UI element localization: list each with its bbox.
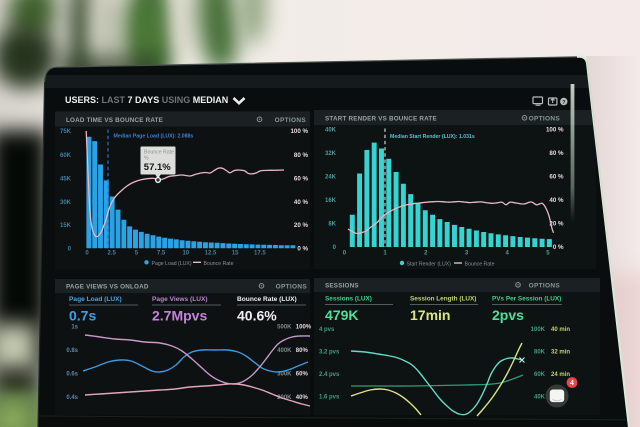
svg-text:%: % bbox=[144, 156, 149, 162]
svg-text:80 %: 80 % bbox=[294, 152, 309, 159]
svg-text:Page Load (LUX): Page Load (LUX) bbox=[69, 296, 122, 303]
svg-text:20 %: 20 % bbox=[294, 222, 309, 229]
svg-text:Sessions (LUX): Sessions (LUX) bbox=[325, 296, 372, 303]
svg-text:17min: 17min bbox=[410, 307, 450, 323]
svg-text:60 %: 60 % bbox=[549, 174, 564, 181]
svg-text:400K: 400K bbox=[277, 348, 292, 354]
svg-text:500K: 500K bbox=[277, 325, 292, 331]
svg-text:40 min: 40 min bbox=[551, 327, 570, 333]
svg-text:60%: 60% bbox=[296, 372, 309, 378]
svg-text:100 %: 100 % bbox=[546, 127, 564, 134]
svg-text:USERS: LAST 7 DAYS USING MEDIA: USERS: LAST 7 DAYS USING MEDIAN bbox=[65, 95, 228, 105]
svg-text:4: 4 bbox=[570, 380, 574, 387]
svg-text:2.4 pvs: 2.4 pvs bbox=[319, 372, 340, 378]
svg-text:12.5: 12.5 bbox=[205, 251, 217, 257]
svg-text:7.5: 7.5 bbox=[157, 251, 166, 257]
svg-text:2pvs: 2pvs bbox=[492, 307, 524, 323]
svg-text:32 min: 32 min bbox=[551, 350, 570, 356]
svg-text:75K: 75K bbox=[60, 129, 72, 135]
svg-text:100%: 100% bbox=[296, 325, 312, 331]
svg-text:60K: 60K bbox=[534, 372, 546, 378]
svg-text:100 %: 100 % bbox=[290, 128, 308, 135]
svg-text:24 min: 24 min bbox=[551, 372, 570, 378]
svg-text:3: 3 bbox=[465, 251, 469, 257]
svg-text:40K: 40K bbox=[534, 395, 546, 401]
svg-text:0: 0 bbox=[333, 245, 337, 251]
svg-text:17.5: 17.5 bbox=[254, 251, 266, 257]
svg-text:1: 1 bbox=[383, 251, 387, 257]
svg-text:PVs Per Session (LUX): PVs Per Session (LUX) bbox=[492, 296, 561, 303]
svg-text:2: 2 bbox=[424, 251, 428, 257]
svg-text:Bounce Rate (LUX): Bounce Rate (LUX) bbox=[237, 296, 297, 303]
svg-text:PAGE VIEWS VS ONLOAD: PAGE VIEWS VS ONLOAD bbox=[66, 284, 149, 291]
svg-text:40 %: 40 % bbox=[549, 197, 564, 204]
svg-text:100K: 100K bbox=[531, 327, 546, 333]
svg-text:16K: 16K bbox=[325, 198, 337, 204]
svg-text:4 pvs: 4 pvs bbox=[319, 327, 335, 333]
svg-text:OPTIONS: OPTIONS bbox=[276, 284, 308, 291]
svg-text:60K: 60K bbox=[60, 153, 72, 159]
svg-text:Page Load (LUX): Page Load (LUX) bbox=[152, 261, 192, 267]
svg-text:Bounce Rate: Bounce Rate bbox=[204, 261, 234, 267]
svg-text:57.1%: 57.1% bbox=[144, 162, 171, 173]
svg-text:15: 15 bbox=[232, 251, 239, 257]
svg-text:0.7s: 0.7s bbox=[69, 308, 96, 324]
svg-text:479K: 479K bbox=[325, 307, 358, 323]
svg-text:0: 0 bbox=[68, 247, 72, 253]
svg-text:60 %: 60 % bbox=[294, 175, 309, 182]
svg-text:15K: 15K bbox=[60, 223, 72, 229]
svg-text:45K: 45K bbox=[60, 176, 72, 182]
svg-text:SESSIONS: SESSIONS bbox=[325, 283, 359, 290]
svg-text:1.6 pvs: 1.6 pvs bbox=[319, 395, 340, 401]
svg-text:Bounce Rate: Bounce Rate bbox=[465, 262, 495, 268]
svg-text:80%: 80% bbox=[296, 348, 309, 354]
svg-text:?: ? bbox=[562, 100, 566, 106]
svg-text:START RENDER VS BOUNCE RATE: START RENDER VS BOUNCE RATE bbox=[325, 116, 437, 123]
svg-text:40K: 40K bbox=[325, 128, 337, 134]
svg-text:LOAD TIME VS BOUNCE RATE: LOAD TIME VS BOUNCE RATE bbox=[66, 117, 163, 124]
svg-text:Start Render (LUX): Start Render (LUX) bbox=[407, 262, 452, 268]
svg-text:Median Start Render (LUX): 1.0: Median Start Render (LUX): 1.031s bbox=[390, 134, 475, 140]
svg-text:80 %: 80 % bbox=[549, 150, 564, 157]
svg-text:1s: 1s bbox=[71, 325, 78, 331]
svg-text:0: 0 bbox=[85, 251, 89, 257]
svg-text:24K: 24K bbox=[325, 175, 337, 181]
svg-text:30K: 30K bbox=[60, 200, 72, 206]
svg-text:Page Views (LUX): Page Views (LUX) bbox=[152, 296, 208, 303]
svg-text:0.6s: 0.6s bbox=[66, 372, 78, 378]
svg-text:32K: 32K bbox=[325, 151, 337, 157]
svg-text:Session Length (LUX): Session Length (LUX) bbox=[410, 296, 476, 303]
svg-text:2.7Mpvs: 2.7Mpvs bbox=[152, 308, 207, 324]
svg-text:40%: 40% bbox=[296, 395, 309, 401]
svg-text:0: 0 bbox=[343, 251, 347, 257]
svg-text:300K: 300K bbox=[277, 372, 292, 378]
svg-text:40.6%: 40.6% bbox=[237, 308, 277, 324]
svg-text:40 %: 40 % bbox=[294, 199, 309, 206]
svg-text:0 %: 0 % bbox=[297, 246, 308, 253]
svg-text:5: 5 bbox=[135, 251, 139, 257]
svg-text:4: 4 bbox=[506, 251, 510, 257]
svg-text:Bounce Rate: Bounce Rate bbox=[144, 150, 174, 156]
svg-text:0 %: 0 % bbox=[553, 244, 564, 251]
svg-text:3.2 pvs: 3.2 pvs bbox=[319, 350, 340, 356]
svg-text:Median Page Load (LUX): 2.088s: Median Page Load (LUX): 2.088s bbox=[114, 134, 194, 140]
svg-text:OPTIONS: OPTIONS bbox=[275, 117, 307, 124]
svg-text:8K: 8K bbox=[328, 222, 336, 228]
svg-text:OPTIONS: OPTIONS bbox=[529, 283, 561, 290]
svg-text:5: 5 bbox=[546, 251, 550, 257]
svg-text:OPTIONS: OPTIONS bbox=[529, 116, 561, 123]
svg-text:0.4s: 0.4s bbox=[66, 395, 78, 401]
svg-text:200K: 200K bbox=[277, 395, 292, 401]
svg-text:0.8s: 0.8s bbox=[66, 348, 78, 354]
svg-text:20 %: 20 % bbox=[549, 221, 564, 228]
svg-text:2.5: 2.5 bbox=[108, 251, 117, 257]
svg-text:80K: 80K bbox=[534, 350, 546, 356]
svg-text:10: 10 bbox=[182, 251, 189, 257]
